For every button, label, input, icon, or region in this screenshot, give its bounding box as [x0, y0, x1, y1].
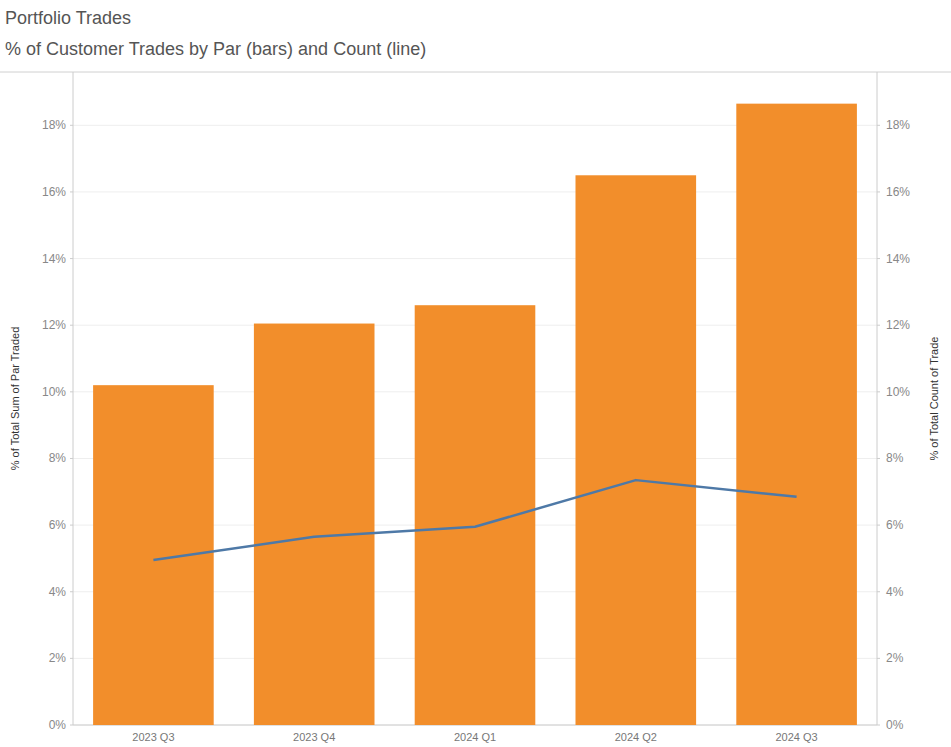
y-tick-label: 0% [49, 718, 67, 732]
y-tick-label: 12% [42, 318, 66, 332]
y2-tick-label: 0% [886, 718, 904, 732]
y-axis-label: % of Total Sum of Par Traded [9, 327, 21, 470]
y2-tick-label: 12% [886, 318, 910, 332]
title: Portfolio Trades [5, 8, 131, 28]
y2-tick-label: 4% [886, 585, 904, 599]
header-rule [0, 72, 951, 73]
x-tick-label: 2024 Q3 [775, 731, 817, 743]
y2-tick-label: 18% [886, 118, 910, 132]
y2-axis-line [877, 72, 878, 725]
y-tick-label: 18% [42, 118, 66, 132]
y2-tick-label: 6% [886, 518, 904, 532]
bar [254, 324, 375, 725]
x-tick-label: 2024 Q2 [615, 731, 657, 743]
x-tick-label: 2024 Q1 [454, 731, 496, 743]
y-tick-label: 16% [42, 185, 66, 199]
y2-tick-label: 10% [886, 385, 910, 399]
plot-area [93, 104, 857, 725]
y2-tick-label: 14% [886, 252, 910, 266]
y-tick-label: 4% [49, 585, 67, 599]
subtitle: % of Customer Trades by Par (bars) and C… [5, 39, 426, 59]
bar [736, 104, 857, 725]
y-tick-label: 14% [42, 252, 66, 266]
y2-tick-label: 16% [886, 185, 910, 199]
chart: Portfolio Trades % of Customer Trades by … [0, 0, 951, 747]
y-axis-line [73, 72, 74, 725]
x-tick-label: 2023 Q3 [132, 731, 174, 743]
line [153, 480, 796, 560]
y-tick-label: 6% [49, 518, 67, 532]
x-tick-label: 2023 Q4 [293, 731, 335, 743]
y-tick-label: 10% [42, 385, 66, 399]
y2-tick-label: 8% [886, 451, 904, 465]
y2-axis-label: % of Total Count of Trade [928, 337, 940, 461]
y-tick-label: 8% [49, 451, 67, 465]
y2-tick-label: 2% [886, 651, 904, 665]
y-tick-label: 2% [49, 651, 67, 665]
bar [576, 175, 697, 725]
